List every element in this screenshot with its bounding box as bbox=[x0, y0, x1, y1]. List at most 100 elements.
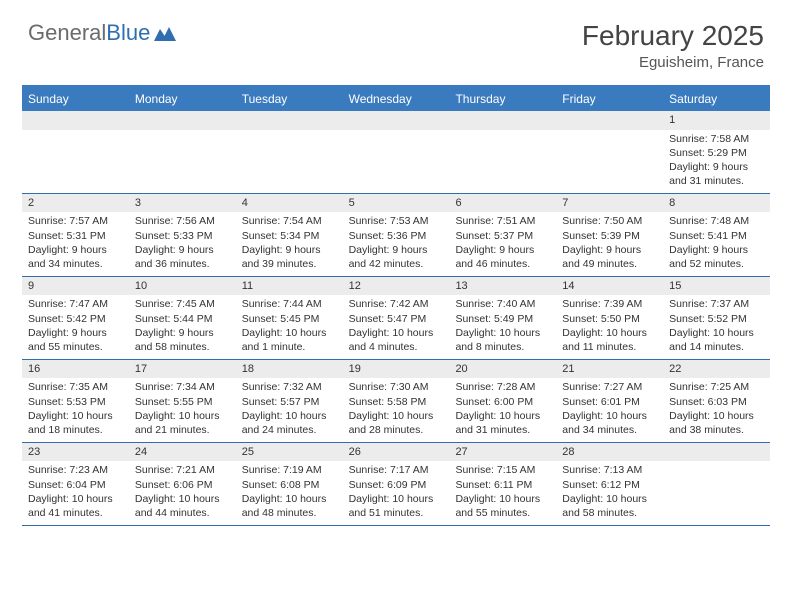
header: GeneralBlue February 2025 Eguisheim, Fra… bbox=[0, 0, 792, 79]
day-content: Sunrise: 7:48 AMSunset: 5:41 PMDaylight:… bbox=[663, 212, 770, 275]
day-content bbox=[449, 130, 556, 136]
day-content: Sunrise: 7:27 AMSunset: 6:01 PMDaylight:… bbox=[556, 378, 663, 441]
day-cell: 11Sunrise: 7:44 AMSunset: 5:45 PMDayligh… bbox=[236, 277, 343, 359]
sunrise: Sunrise: 7:50 AM bbox=[562, 214, 657, 228]
day-number: 14 bbox=[556, 277, 663, 296]
day-cell: 25Sunrise: 7:19 AMSunset: 6:08 PMDayligh… bbox=[236, 443, 343, 525]
col-thursday: Thursday bbox=[449, 87, 556, 111]
daylight: Daylight: 10 hours and 38 minutes. bbox=[669, 409, 764, 437]
sunrise: Sunrise: 7:51 AM bbox=[455, 214, 550, 228]
day-cell: 20Sunrise: 7:28 AMSunset: 6:00 PMDayligh… bbox=[449, 360, 556, 442]
sunrise: Sunrise: 7:34 AM bbox=[135, 380, 230, 394]
sunset: Sunset: 5:31 PM bbox=[28, 229, 123, 243]
day-number: 17 bbox=[129, 360, 236, 379]
day-content: Sunrise: 7:54 AMSunset: 5:34 PMDaylight:… bbox=[236, 212, 343, 275]
day-cell: 10Sunrise: 7:45 AMSunset: 5:44 PMDayligh… bbox=[129, 277, 236, 359]
sunset: Sunset: 5:36 PM bbox=[349, 229, 444, 243]
sunset: Sunset: 5:44 PM bbox=[135, 312, 230, 326]
col-monday: Monday bbox=[129, 87, 236, 111]
daylight: Daylight: 10 hours and 14 minutes. bbox=[669, 326, 764, 354]
day-content: Sunrise: 7:30 AMSunset: 5:58 PMDaylight:… bbox=[343, 378, 450, 441]
sunset: Sunset: 6:11 PM bbox=[455, 478, 550, 492]
day-content: Sunrise: 7:44 AMSunset: 5:45 PMDaylight:… bbox=[236, 295, 343, 358]
day-content: Sunrise: 7:40 AMSunset: 5:49 PMDaylight:… bbox=[449, 295, 556, 358]
weeks-container: 1Sunrise: 7:58 AMSunset: 5:29 PMDaylight… bbox=[22, 111, 770, 526]
sunset: Sunset: 5:41 PM bbox=[669, 229, 764, 243]
sunrise: Sunrise: 7:32 AM bbox=[242, 380, 337, 394]
sunset: Sunset: 5:50 PM bbox=[562, 312, 657, 326]
daylight: Daylight: 9 hours and 31 minutes. bbox=[669, 160, 764, 188]
day-cell: 2Sunrise: 7:57 AMSunset: 5:31 PMDaylight… bbox=[22, 194, 129, 276]
day-cell: 21Sunrise: 7:27 AMSunset: 6:01 PMDayligh… bbox=[556, 360, 663, 442]
day-number bbox=[236, 111, 343, 130]
sunset: Sunset: 6:00 PM bbox=[455, 395, 550, 409]
col-wednesday: Wednesday bbox=[343, 87, 450, 111]
sunset: Sunset: 5:49 PM bbox=[455, 312, 550, 326]
day-number: 16 bbox=[22, 360, 129, 379]
day-number: 26 bbox=[343, 443, 450, 462]
day-cell: 4Sunrise: 7:54 AMSunset: 5:34 PMDaylight… bbox=[236, 194, 343, 276]
day-content bbox=[663, 461, 770, 467]
day-content: Sunrise: 7:34 AMSunset: 5:55 PMDaylight:… bbox=[129, 378, 236, 441]
day-cell: 14Sunrise: 7:39 AMSunset: 5:50 PMDayligh… bbox=[556, 277, 663, 359]
day-content: Sunrise: 7:19 AMSunset: 6:08 PMDaylight:… bbox=[236, 461, 343, 524]
daylight: Daylight: 10 hours and 8 minutes. bbox=[455, 326, 550, 354]
day-content bbox=[343, 130, 450, 136]
sunrise: Sunrise: 7:21 AM bbox=[135, 463, 230, 477]
day-number: 25 bbox=[236, 443, 343, 462]
day-number bbox=[343, 111, 450, 130]
day-number: 4 bbox=[236, 194, 343, 213]
sunrise: Sunrise: 7:45 AM bbox=[135, 297, 230, 311]
day-cell: 19Sunrise: 7:30 AMSunset: 5:58 PMDayligh… bbox=[343, 360, 450, 442]
sunset: Sunset: 5:37 PM bbox=[455, 229, 550, 243]
day-number: 20 bbox=[449, 360, 556, 379]
sunset: Sunset: 5:57 PM bbox=[242, 395, 337, 409]
day-content bbox=[236, 130, 343, 136]
day-cell bbox=[129, 111, 236, 193]
day-cell: 23Sunrise: 7:23 AMSunset: 6:04 PMDayligh… bbox=[22, 443, 129, 525]
calendar: Sunday Monday Tuesday Wednesday Thursday… bbox=[22, 85, 770, 526]
day-number: 21 bbox=[556, 360, 663, 379]
week-row: 23Sunrise: 7:23 AMSunset: 6:04 PMDayligh… bbox=[22, 443, 770, 526]
day-cell: 18Sunrise: 7:32 AMSunset: 5:57 PMDayligh… bbox=[236, 360, 343, 442]
col-sunday: Sunday bbox=[22, 87, 129, 111]
day-number: 2 bbox=[22, 194, 129, 213]
daylight: Daylight: 10 hours and 28 minutes. bbox=[349, 409, 444, 437]
day-content: Sunrise: 7:13 AMSunset: 6:12 PMDaylight:… bbox=[556, 461, 663, 524]
sunset: Sunset: 6:01 PM bbox=[562, 395, 657, 409]
sunrise: Sunrise: 7:15 AM bbox=[455, 463, 550, 477]
sunset: Sunset: 5:42 PM bbox=[28, 312, 123, 326]
day-content: Sunrise: 7:23 AMSunset: 6:04 PMDaylight:… bbox=[22, 461, 129, 524]
day-number: 5 bbox=[343, 194, 450, 213]
sunrise: Sunrise: 7:23 AM bbox=[28, 463, 123, 477]
day-content: Sunrise: 7:56 AMSunset: 5:33 PMDaylight:… bbox=[129, 212, 236, 275]
daylight: Daylight: 10 hours and 21 minutes. bbox=[135, 409, 230, 437]
sunset: Sunset: 6:04 PM bbox=[28, 478, 123, 492]
day-number bbox=[663, 443, 770, 462]
day-number: 6 bbox=[449, 194, 556, 213]
day-cell: 27Sunrise: 7:15 AMSunset: 6:11 PMDayligh… bbox=[449, 443, 556, 525]
sunrise: Sunrise: 7:28 AM bbox=[455, 380, 550, 394]
daylight: Daylight: 9 hours and 52 minutes. bbox=[669, 243, 764, 271]
day-number: 9 bbox=[22, 277, 129, 296]
day-content: Sunrise: 7:39 AMSunset: 5:50 PMDaylight:… bbox=[556, 295, 663, 358]
day-cell: 1Sunrise: 7:58 AMSunset: 5:29 PMDaylight… bbox=[663, 111, 770, 193]
sunset: Sunset: 5:33 PM bbox=[135, 229, 230, 243]
col-saturday: Saturday bbox=[663, 87, 770, 111]
sunrise: Sunrise: 7:39 AM bbox=[562, 297, 657, 311]
day-cell: 28Sunrise: 7:13 AMSunset: 6:12 PMDayligh… bbox=[556, 443, 663, 525]
daylight: Daylight: 10 hours and 18 minutes. bbox=[28, 409, 123, 437]
sunrise: Sunrise: 7:27 AM bbox=[562, 380, 657, 394]
day-cell: 9Sunrise: 7:47 AMSunset: 5:42 PMDaylight… bbox=[22, 277, 129, 359]
daylight: Daylight: 9 hours and 39 minutes. bbox=[242, 243, 337, 271]
sunrise: Sunrise: 7:58 AM bbox=[669, 132, 764, 146]
day-content: Sunrise: 7:58 AMSunset: 5:29 PMDaylight:… bbox=[663, 130, 770, 193]
sunset: Sunset: 6:08 PM bbox=[242, 478, 337, 492]
sunset: Sunset: 5:29 PM bbox=[669, 146, 764, 160]
day-number: 1 bbox=[663, 111, 770, 130]
day-content: Sunrise: 7:51 AMSunset: 5:37 PMDaylight:… bbox=[449, 212, 556, 275]
day-content: Sunrise: 7:47 AMSunset: 5:42 PMDaylight:… bbox=[22, 295, 129, 358]
week-row: 9Sunrise: 7:47 AMSunset: 5:42 PMDaylight… bbox=[22, 277, 770, 360]
day-cell bbox=[236, 111, 343, 193]
sunset: Sunset: 5:39 PM bbox=[562, 229, 657, 243]
